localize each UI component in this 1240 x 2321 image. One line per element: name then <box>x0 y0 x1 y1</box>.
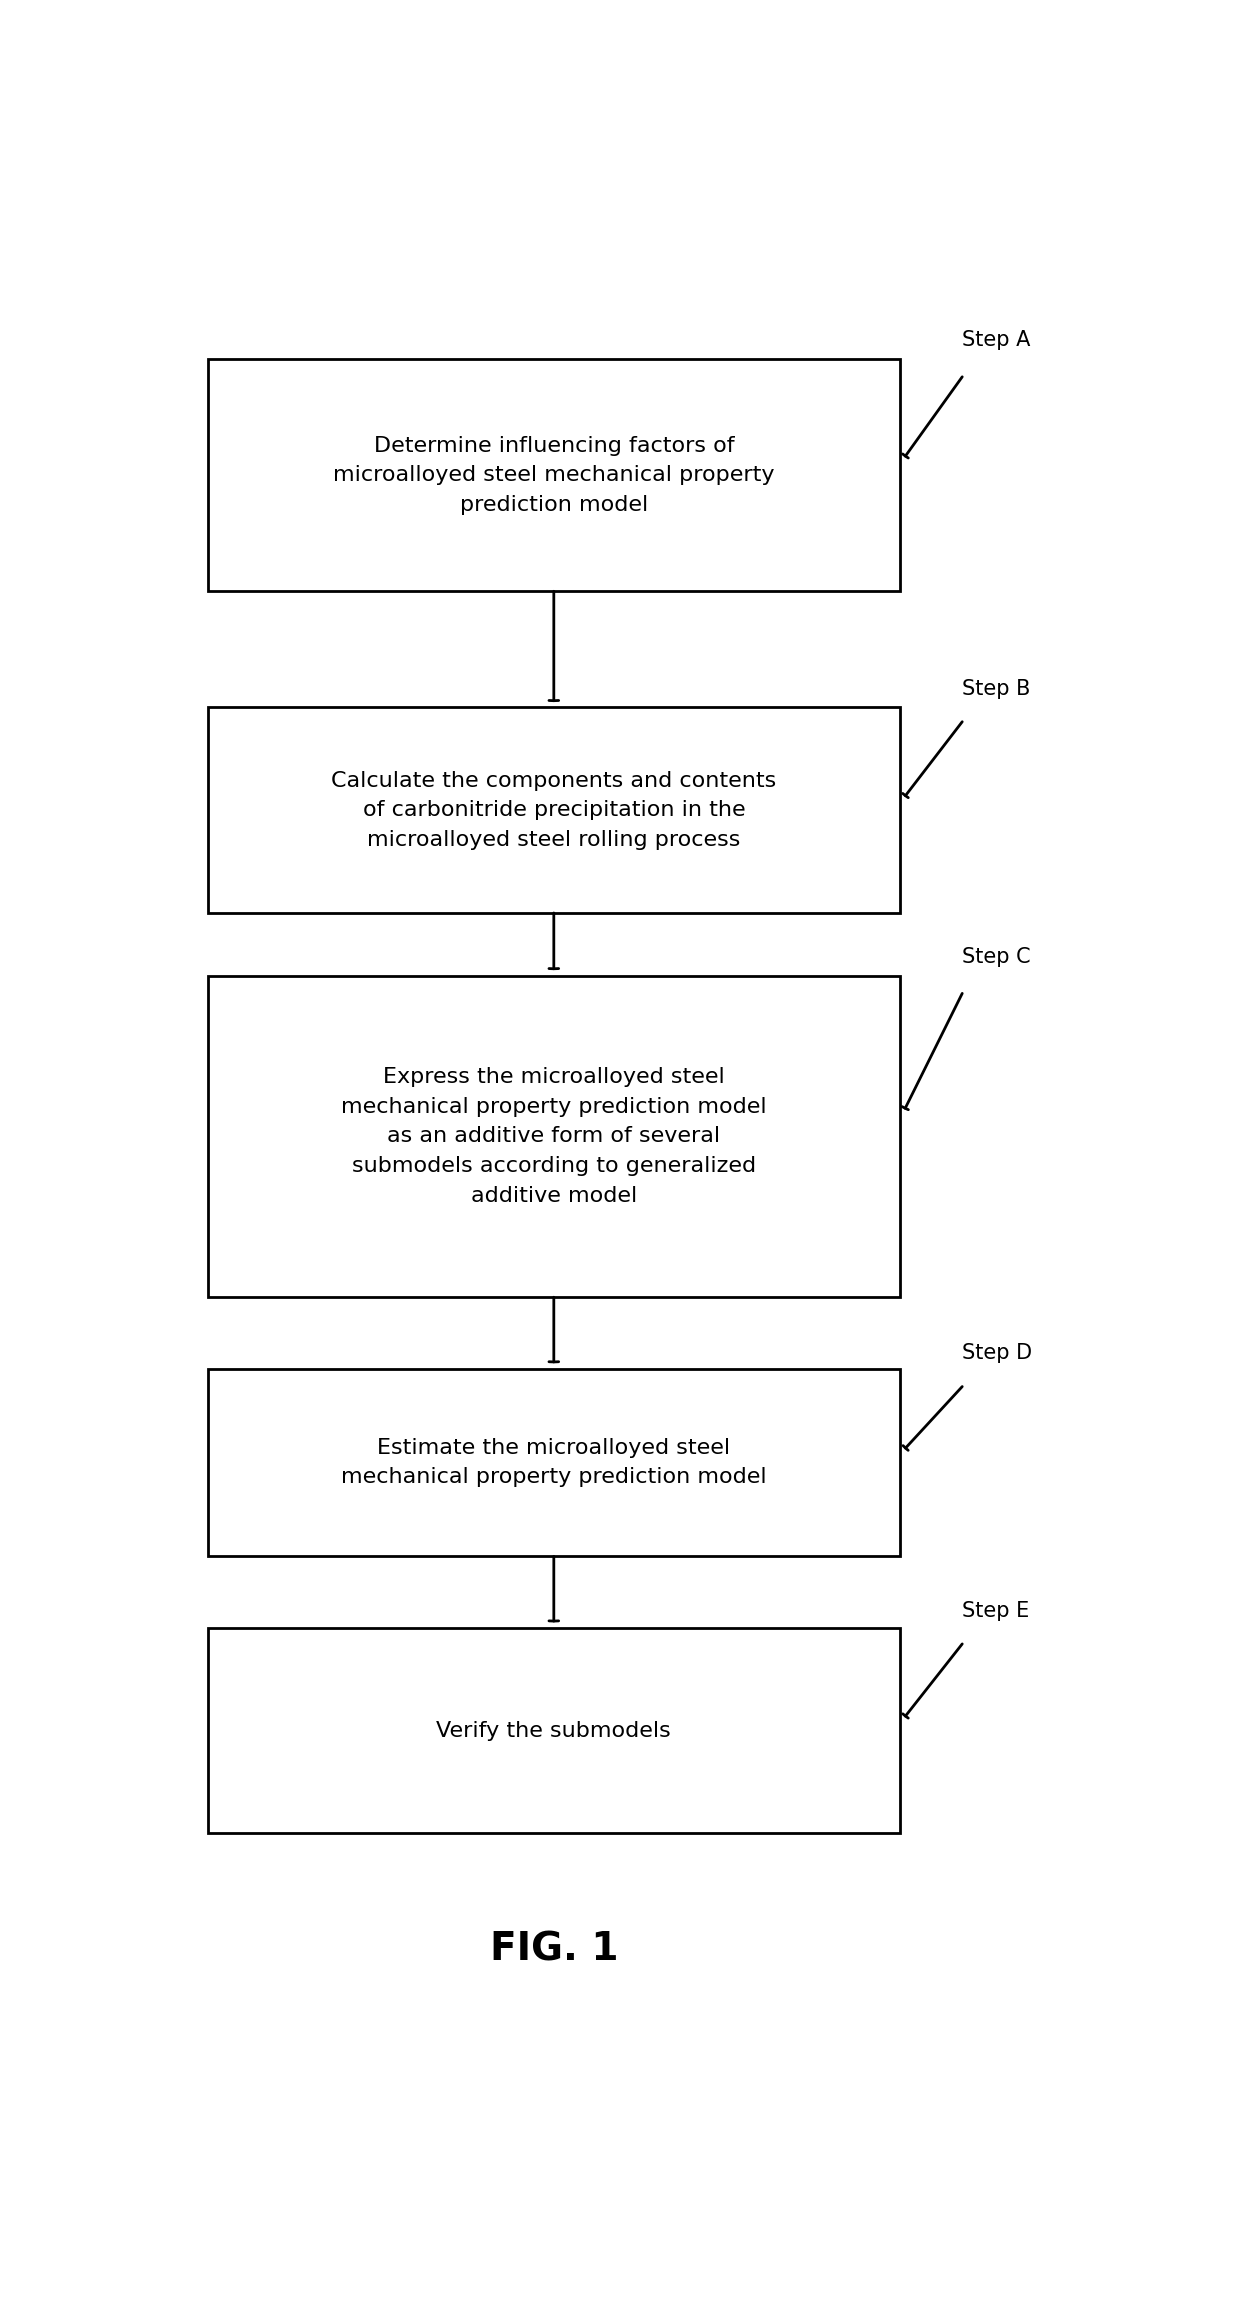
Bar <box>208 708 900 912</box>
Text: Estimate the microalloyed steel
mechanical property prediction model: Estimate the microalloyed steel mechanic… <box>341 1437 766 1488</box>
Text: Step C: Step C <box>962 947 1030 966</box>
Text: Step B: Step B <box>962 678 1030 699</box>
Text: FIG. 1: FIG. 1 <box>490 1931 618 1968</box>
Text: Determine influencing factors of
microalloyed steel mechanical property
predicti: Determine influencing factors of microal… <box>334 436 775 515</box>
Bar <box>208 975 900 1297</box>
Bar <box>208 360 900 592</box>
Text: Step D: Step D <box>962 1344 1033 1362</box>
Text: Step A: Step A <box>962 330 1030 350</box>
Bar <box>208 1369 900 1557</box>
Text: Verify the submodels: Verify the submodels <box>436 1720 671 1741</box>
Text: Step E: Step E <box>962 1601 1029 1620</box>
Text: Express the microalloyed steel
mechanical property prediction model
as an additi: Express the microalloyed steel mechanica… <box>341 1068 766 1205</box>
Bar <box>208 1627 900 1834</box>
Text: Calculate the components and contents
of carbonitride precipitation in the
micro: Calculate the components and contents of… <box>331 771 776 849</box>
